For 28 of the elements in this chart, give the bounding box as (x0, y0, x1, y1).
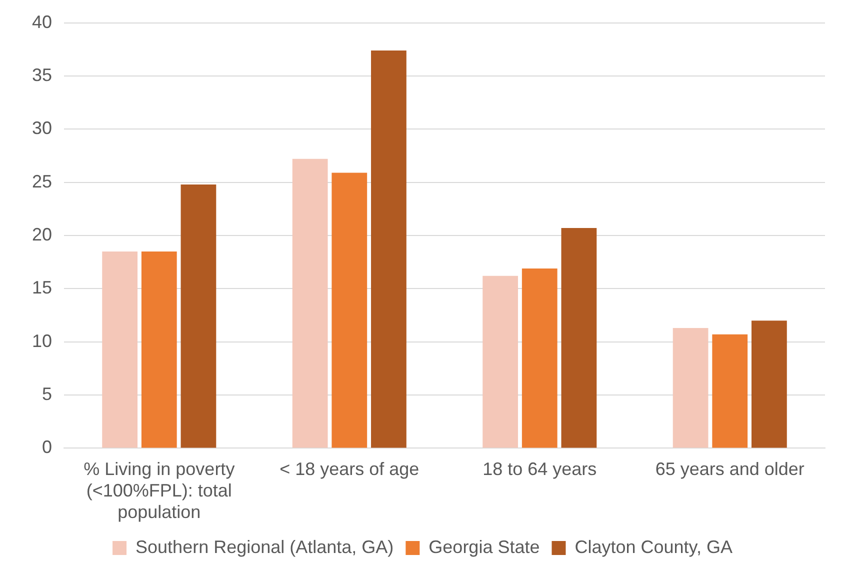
bar (141, 251, 177, 448)
y-tick-label: 5 (42, 384, 52, 404)
y-tick-label: 15 (32, 278, 52, 298)
y-tick-label: 25 (32, 171, 52, 192)
y-tick-label: 40 (32, 12, 52, 32)
x-tick-label: 18 to 64 years (482, 458, 597, 479)
bar (482, 276, 518, 448)
y-tick-label: 30 (32, 118, 52, 138)
y-tick-label: 35 (32, 64, 52, 85)
x-tick-label: % Living in poverty (<100%FPL): total population (84, 458, 235, 522)
bar (712, 334, 748, 448)
y-tick-label: 20 (32, 224, 52, 244)
bar (371, 50, 406, 448)
bar (672, 328, 708, 448)
bar (332, 172, 368, 448)
bar (522, 268, 558, 448)
bar (752, 320, 787, 448)
x-tick-label: 65 years and older (655, 458, 804, 479)
y-tick-label: 10 (32, 330, 52, 351)
bar (180, 184, 216, 448)
x-tick-label: < 18 years of age (280, 458, 420, 479)
legend-label: Southern Regional (Atlanta, GA) (136, 536, 394, 557)
legend-label: Georgia State (428, 536, 540, 557)
legend-label: Clayton County, GA (574, 536, 732, 557)
bar (561, 228, 597, 448)
y-tick-label: 0 (42, 437, 52, 458)
bar (292, 158, 328, 448)
bar (102, 251, 138, 448)
